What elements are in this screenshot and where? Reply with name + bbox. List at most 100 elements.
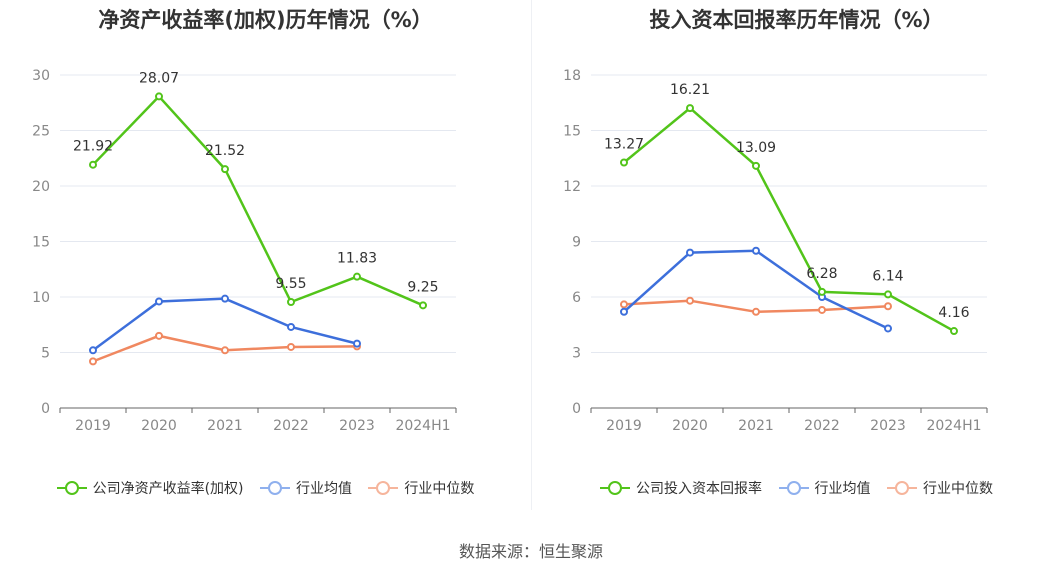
data-label: 13.27: [604, 137, 644, 153]
data-point-industry-mean: [620, 307, 628, 316]
legend-label: 公司投入资本回报率: [636, 481, 763, 497]
roic-chart-panel: 投入资本回报率历年情况（%） 0 3 6 9 12 15 18 2019 2020 2021 202…: [531, 0, 1062, 540]
data-label: 6.28: [806, 266, 837, 282]
legend-swatch-industry-median: [368, 481, 399, 495]
data-point-company: [686, 104, 694, 113]
legend-item-company[interactable]: 公司净资产收益率(加权): [56, 478, 244, 498]
x-tick-label: 2020: [141, 418, 177, 434]
legend-label: 行业均值: [295, 481, 352, 497]
data-point-industry-median: [620, 300, 628, 309]
legend-label: 行业均值: [814, 481, 871, 497]
y-tick-label: 15: [563, 124, 581, 140]
data-point-industry-mean: [884, 324, 892, 333]
data-point-company: [818, 287, 826, 296]
data-point-industry-mean: [686, 248, 694, 257]
series-line-industry-mean: [623, 249, 889, 330]
data-point-industry-mean: [353, 339, 361, 348]
data-point-company: [353, 272, 361, 281]
y-tick-label: 6: [572, 290, 581, 306]
data-point-industry-median: [818, 305, 826, 314]
x-tick-label: 2024H1: [395, 418, 450, 434]
y-tick-label: 0: [572, 401, 581, 417]
y-tick-label: 5: [41, 346, 50, 362]
data-source-note: 数据来源：恒生聚源: [458, 542, 603, 561]
x-tick-label: 2023: [870, 418, 906, 434]
x-tick-label: 2020: [672, 418, 708, 434]
data-point-company: [419, 301, 427, 310]
data-point-industry-median: [752, 307, 760, 316]
data-label: 11.83: [337, 251, 377, 267]
data-label: 6.14: [872, 268, 903, 284]
data-point-industry-median: [89, 357, 97, 366]
panel-divider: [531, 0, 532, 510]
legend-item-company[interactable]: 公司投入资本回报率: [600, 478, 762, 498]
x-tick-label: 2021: [738, 418, 774, 434]
x-tick-label: 2022: [804, 418, 840, 434]
data-label: 13.09: [736, 140, 776, 156]
legend-swatch-company: [600, 481, 631, 495]
data-point-industry-mean: [287, 322, 295, 331]
series-line-company: [623, 106, 955, 333]
legend-item-industry-median[interactable]: 行业中位数: [368, 478, 474, 498]
data-point-industry-mean: [155, 297, 163, 306]
data-label: 21.92: [73, 139, 113, 155]
data-point-industry-median: [686, 296, 694, 305]
data-point-industry-mean: [89, 346, 97, 355]
x-tick-label: 2022: [273, 418, 309, 434]
y-tick-label: 20: [32, 179, 50, 195]
data-point-company: [155, 92, 163, 101]
legend-swatch-industry-mean: [259, 481, 290, 495]
data-label: 4.16: [938, 305, 969, 321]
data-label: 9.55: [275, 276, 306, 292]
series-line-company: [92, 95, 424, 307]
data-label: 16.21: [670, 82, 710, 98]
data-point-industry-mean: [221, 294, 229, 303]
data-point-industry-mean: [752, 246, 760, 255]
data-point-industry-median: [287, 342, 295, 351]
data-point-company: [620, 158, 628, 167]
data-point-company: [221, 165, 229, 174]
roic-line-chart: 0 3 6 9 12 15 18 2019 2020 2021 2022 2023 2024H1 13.2…: [563, 68, 988, 434]
data-point-company: [950, 327, 958, 336]
y-tick-label: 12: [563, 179, 581, 195]
chart-title: 净资产收益率(加权)历年情况（%）: [98, 8, 433, 32]
legend-label: 行业中位数: [404, 481, 475, 497]
data-label: 9.25: [407, 279, 438, 295]
x-tick-label: 2021: [207, 418, 243, 434]
legend-label: 行业中位数: [922, 481, 993, 497]
chart-legend: 公司净资产收益率(加权) 行业均值 行业中位数: [0, 478, 531, 499]
y-tick-label: 9: [572, 235, 581, 251]
y-tick-label: 30: [32, 68, 50, 84]
roe-line-chart: 0 5 10 15 20 25 30 2019 2020 2021 2022 2023 2024H1 21…: [32, 68, 457, 434]
y-tick-label: 10: [32, 290, 50, 306]
chart-title: 投入资本回报率历年情况（%）: [649, 8, 944, 32]
x-tick-label: 2019: [75, 418, 111, 434]
legend-item-industry-mean[interactable]: 行业均值: [259, 478, 352, 498]
legend-label: 公司净资产收益率(加权): [92, 481, 244, 497]
y-tick-label: 0: [41, 401, 50, 417]
chart-legend: 公司投入资本回报率 行业均值 行业中位数: [531, 478, 1062, 499]
y-tick-label: 15: [32, 235, 50, 251]
legend-swatch-company: [56, 481, 87, 495]
data-point-company: [884, 290, 892, 299]
roe-chart-panel: 净资产收益率(加权)历年情况（%） 0 5 10 15 20 25 30 2019 2020 20…: [0, 0, 531, 540]
x-tick-label: 2023: [339, 418, 375, 434]
legend-swatch-industry-median: [886, 481, 917, 495]
data-label: 21.52: [205, 143, 245, 159]
y-tick-label: 25: [32, 124, 50, 140]
data-point-industry-median: [884, 302, 892, 311]
data-point-company: [89, 160, 97, 169]
y-tick-label: 3: [572, 346, 581, 362]
legend-item-industry-mean[interactable]: 行业均值: [778, 478, 871, 498]
data-point-industry-median: [221, 346, 229, 355]
x-tick-label: 2024H1: [926, 418, 981, 434]
x-tick-label: 2019: [606, 418, 642, 434]
series-line-industry-mean: [92, 297, 358, 352]
legend-item-industry-median[interactable]: 行业中位数: [886, 478, 993, 498]
data-point-company: [752, 161, 760, 170]
y-tick-label: 18: [563, 68, 581, 84]
data-point-industry-median: [155, 331, 163, 340]
data-label: 28.07: [139, 70, 179, 86]
data-point-company: [287, 297, 295, 306]
legend-swatch-industry-mean: [778, 481, 809, 495]
